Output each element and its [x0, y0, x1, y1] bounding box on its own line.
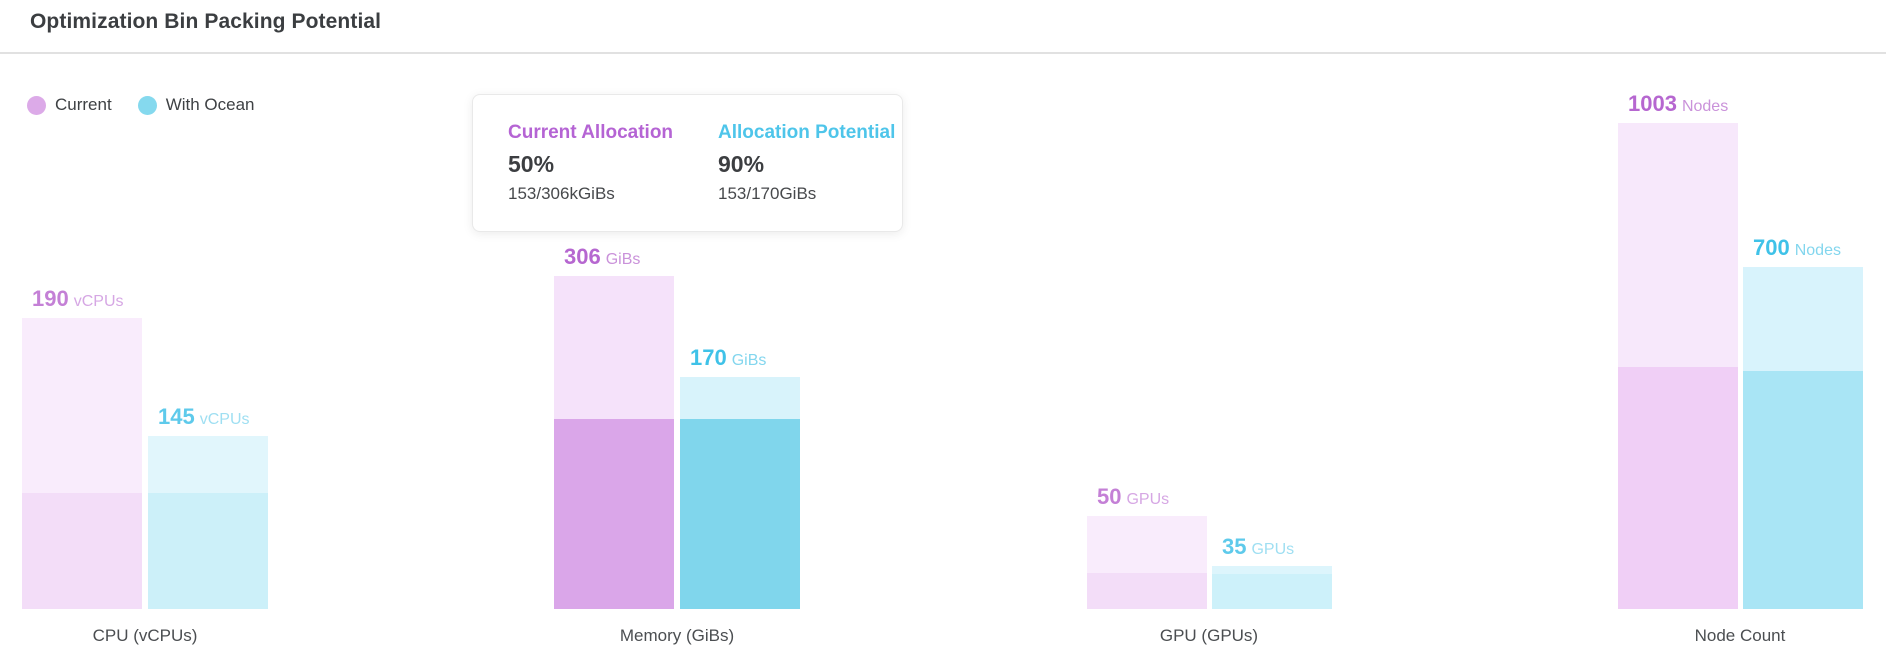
bar-memory-current-allocated [554, 419, 674, 609]
cpu-current-value: 190 [32, 286, 69, 311]
bar-node-current[interactable] [1618, 123, 1738, 609]
bar-node-with-ocean[interactable] [1743, 267, 1863, 609]
node-current-value: 1003 [1628, 91, 1677, 116]
memory-current-unit: GiBs [605, 251, 641, 268]
memory-current-value-label: 306 GiBs [564, 244, 640, 270]
tooltip-current-allocation-detail: 153/306kGiBs [508, 184, 615, 203]
current-series-dot-icon [27, 95, 46, 115]
cpu-ocean-unit: vCPUs [199, 411, 250, 428]
tooltip-current-allocation: Current Allocation 50% 153/306kGiBs [508, 122, 688, 231]
gpu-ocean-unit: GPUs [1251, 541, 1295, 558]
bar-cpu-current[interactable] [22, 318, 142, 609]
gpu-ocean-value: 35 [1222, 534, 1247, 559]
gpu-current-unit: GPUs [1126, 491, 1170, 508]
tooltip-allocation-potential: Allocation Potential 90% 153/170GiBs [718, 122, 898, 231]
bar-cpu-with-ocean-allocated [148, 493, 268, 609]
chart-legend: Current With Ocean [27, 95, 255, 115]
bar-node-with-ocean-allocated [1743, 371, 1863, 609]
category-label-node-count: Node Count [1694, 626, 1786, 645]
category-label-cpu: CPU (vCPUs) [92, 626, 198, 645]
gpu-current-value: 50 [1097, 484, 1122, 509]
memory-ocean-unit: GiBs [731, 352, 767, 369]
legend-item-current[interactable]: Current [27, 95, 112, 115]
node-ocean-value: 700 [1753, 235, 1790, 260]
bar-gpu-with-ocean[interactable] [1212, 566, 1332, 609]
bar-memory-with-ocean-allocated [680, 419, 800, 609]
category-label-memory: Memory (GiBs) [619, 626, 735, 645]
category-label-gpu: GPU (GPUs) [1159, 626, 1259, 645]
cpu-ocean-value: 145 [158, 404, 195, 429]
tooltip-allocation-potential-title: Allocation Potential [718, 122, 896, 143]
bar-gpu-with-ocean-allocated [1212, 574, 1332, 609]
with-ocean-series-dot-icon [137, 95, 157, 115]
bar-gpu-current[interactable] [1087, 516, 1207, 609]
tooltip-current-allocation-title: Current Allocation [508, 122, 674, 143]
gpu-ocean-value-label: 35 GPUs [1222, 534, 1294, 560]
page-title: Optimization Bin Packing Potential [30, 10, 382, 33]
tooltip-allocation-potential-percent: 90% [718, 151, 765, 177]
node-current-value-label: 1003 Nodes [1628, 91, 1728, 117]
node-current-unit: Nodes [1681, 98, 1729, 115]
legend-item-with-ocean[interactable]: With Ocean [137, 95, 255, 115]
bar-cpu-with-ocean[interactable] [148, 436, 268, 609]
bar-memory-current[interactable] [554, 276, 674, 609]
gpu-current-value-label: 50 GPUs [1097, 484, 1169, 510]
bar-cpu-current-allocated [22, 493, 142, 609]
cpu-current-value-label: 190 vCPUs [32, 286, 124, 312]
bar-memory-with-ocean[interactable] [680, 377, 800, 609]
header-divider [0, 52, 1886, 54]
bar-gpu-current-allocated [1087, 573, 1207, 609]
chart-tooltip: Current Allocation 50% 153/306kGiBs Allo… [472, 94, 903, 232]
node-ocean-unit: Nodes [1794, 242, 1841, 259]
memory-ocean-value: 170 [690, 345, 727, 370]
tooltip-allocation-potential-detail: 153/170GiBs [718, 184, 817, 203]
legend-label-with-ocean: With Ocean [165, 95, 255, 114]
memory-current-value: 306 [564, 244, 601, 269]
cpu-current-unit: vCPUs [73, 293, 124, 310]
cpu-ocean-value-label: 145 vCPUs [158, 404, 250, 430]
node-ocean-value-label: 700 Nodes [1753, 235, 1841, 261]
bar-node-current-allocated [1618, 367, 1738, 609]
legend-label-current: Current [55, 95, 112, 114]
memory-ocean-value-label: 170 GiBs [690, 345, 766, 371]
tooltip-current-allocation-percent: 50% [508, 151, 555, 177]
